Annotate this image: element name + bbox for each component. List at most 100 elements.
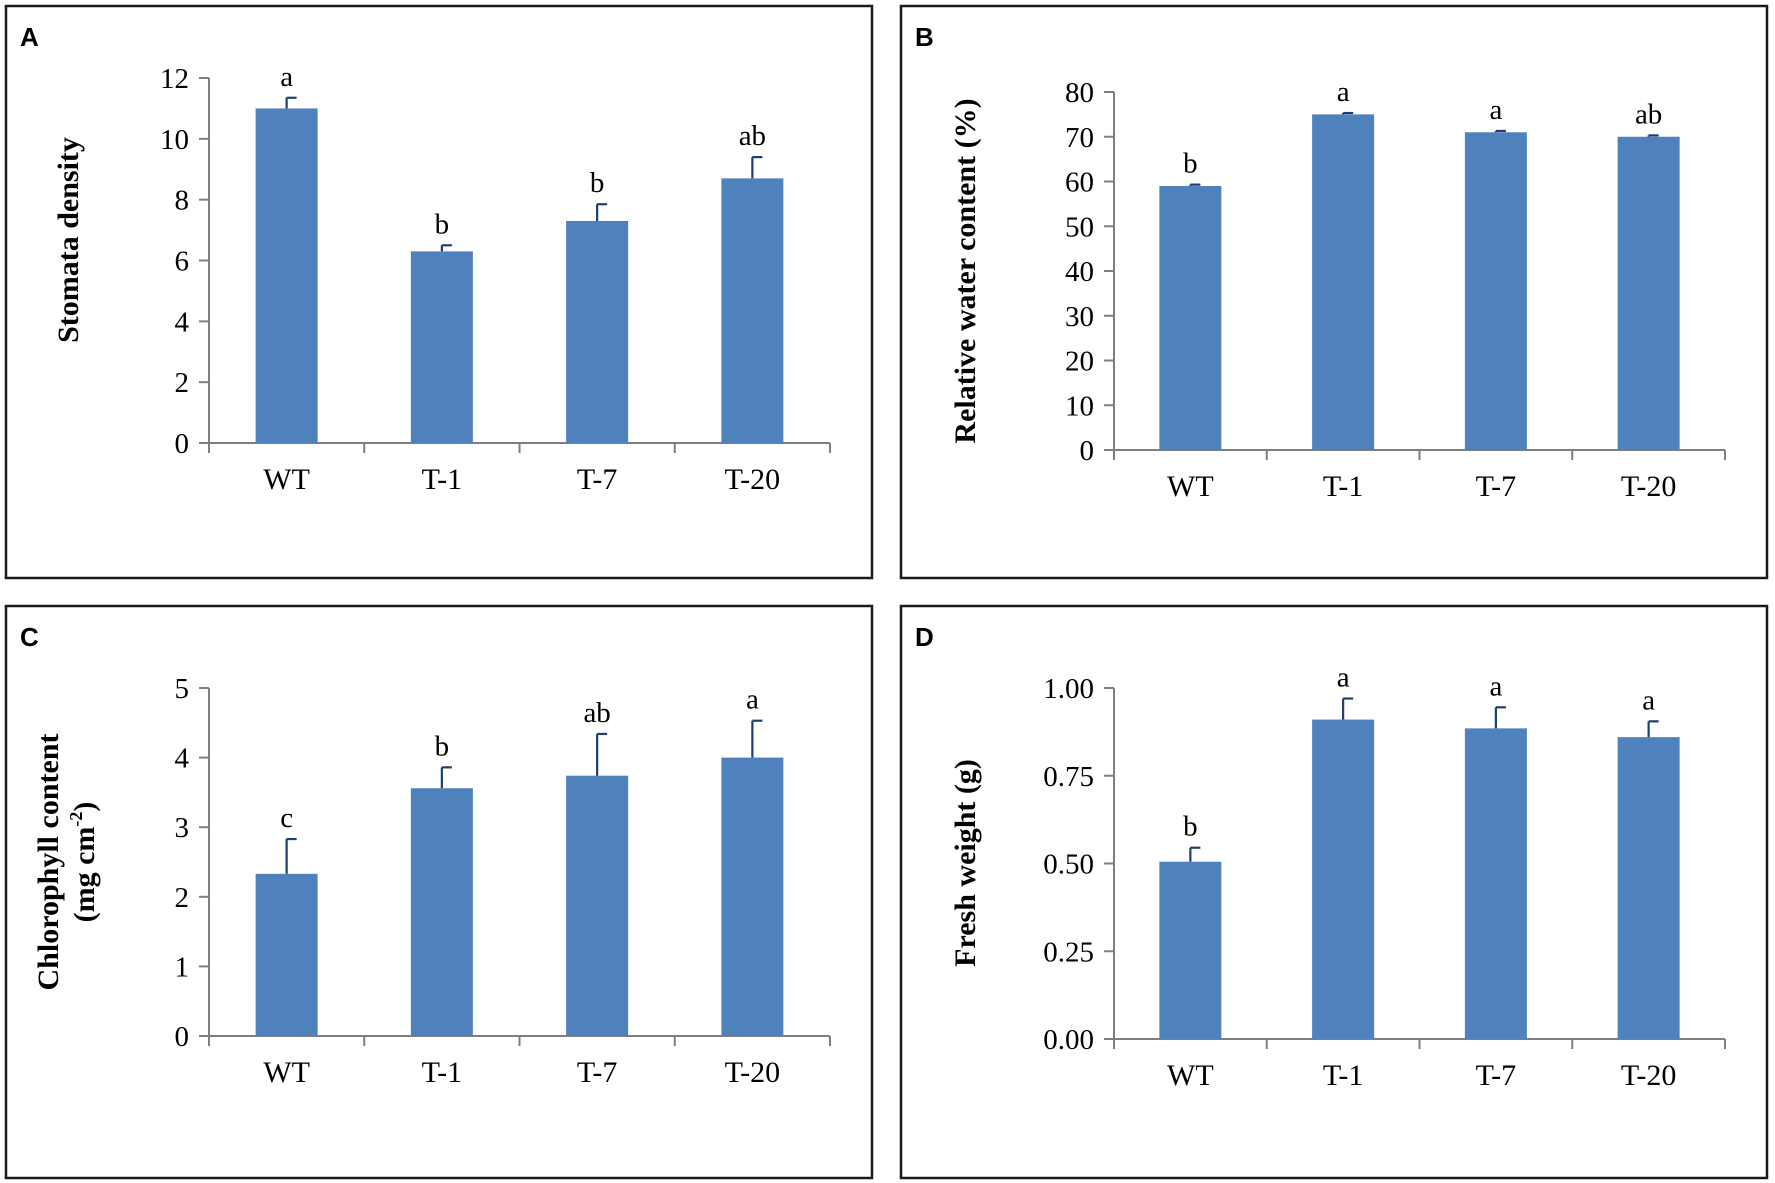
significance-label-b: a: [1489, 94, 1502, 126]
significance-label-b: a: [1337, 76, 1350, 108]
y-tick-label-b: 50: [1065, 211, 1094, 243]
significance-label-a: a: [280, 61, 293, 93]
y-tick-label-a: 2: [175, 367, 190, 399]
category-label-b: T-7: [1476, 470, 1517, 503]
y-tick-label-a: 4: [175, 306, 190, 338]
significance-label-c: a: [746, 684, 759, 716]
panel-b: B 0 10 20 30 40 50 60 70 80 b WT a T-1 a T-7 ab T-20 Relat…: [895, 0, 1775, 583]
significance-label-a: ab: [739, 120, 766, 152]
panel-letter-d: D: [915, 622, 934, 652]
bar-b-wt[interactable]: [1159, 185, 1222, 450]
bar-c-t-1[interactable]: [410, 788, 473, 1036]
y-tick-label-d: 0.50: [1043, 849, 1094, 881]
category-label-d: T-1: [1323, 1059, 1364, 1092]
category-label-c: T-7: [577, 1056, 618, 1089]
y-axis-title-text-d: Fresh weight (g): [949, 759, 982, 967]
significance-label-b: b: [1183, 148, 1198, 180]
bar-d-t-1[interactable]: [1312, 719, 1375, 1039]
panel-d: D 0.00 0.25 0.50 0.75 1.00 b WT a T-1 a T-7 a T-20 Fre…: [895, 600, 1775, 1183]
bar-d-t-7[interactable]: [1464, 728, 1527, 1039]
y-axis-title-line1-c: Chlorophyll content: [32, 734, 65, 991]
chart-c: C 0 1 2 3 4 5 c WT b T-1 ab T-7 a T-20 Chlorophyll cont…: [4, 604, 874, 1180]
bar-d-t-20[interactable]: [1617, 737, 1680, 1039]
y-axis-title-d: Fresh weight (g): [949, 759, 982, 967]
panel-letter-a: A: [20, 22, 39, 52]
panel-frame-a: [4, 4, 874, 580]
panel-frame-b: [899, 4, 1769, 580]
y-tick-label-c: 3: [175, 812, 190, 844]
panel-a: A 0 2 4 6 8 10 12 a WT b T-1 b T-7 ab T-20 Stomata densi…: [0, 0, 880, 583]
y-tick-label-a: 12: [160, 63, 189, 95]
y-tick-label-c: 2: [175, 882, 190, 914]
bar-c-wt[interactable]: [255, 873, 318, 1036]
chart-a: A 0 2 4 6 8 10 12 a WT b T-1 b T-7 ab T-20 Stomata densi…: [4, 4, 874, 580]
significance-label-c: c: [280, 802, 293, 834]
y-tick-label-d: 0.00: [1043, 1024, 1094, 1056]
significance-label-b: ab: [1635, 98, 1662, 130]
category-label-c: T-20: [725, 1056, 781, 1089]
y-tick-label-a: 0: [175, 428, 190, 460]
significance-label-d: b: [1183, 811, 1198, 843]
category-label-d: T-7: [1476, 1059, 1517, 1092]
y-axis-title-text-a: Stomata density: [52, 137, 85, 343]
significance-label-d: a: [1489, 670, 1502, 702]
significance-label-d: a: [1642, 684, 1655, 716]
category-label-b: T-1: [1323, 470, 1364, 503]
category-label-a: T-20: [725, 463, 781, 496]
y-tick-label-b: 30: [1065, 301, 1094, 333]
significance-label-c: b: [435, 730, 450, 762]
category-label-c: T-1: [422, 1056, 463, 1089]
chart-b: B 0 10 20 30 40 50 60 70 80 b WT a T-1 a T-7 ab T-20 Relat…: [899, 4, 1769, 580]
category-label-a: T-1: [422, 463, 463, 496]
y-tick-label-a: 8: [175, 185, 190, 217]
category-label-b: WT: [1167, 470, 1214, 503]
category-label-b: T-20: [1621, 470, 1677, 503]
category-label-d: T-20: [1621, 1059, 1677, 1092]
y-tick-label-b: 60: [1065, 167, 1094, 199]
bar-c-t-7[interactable]: [566, 775, 629, 1036]
y-tick-label-b: 70: [1065, 122, 1094, 154]
y-axis-title-c: Chlorophyll content (mg cm-2): [32, 734, 101, 991]
y-axis-title-a: Stomata density: [52, 137, 85, 343]
bar-a-t-20[interactable]: [721, 178, 784, 443]
panel-c: C 0 1 2 3 4 5 c WT b T-1 ab T-7 a T-20 Chlorophyll cont…: [0, 600, 880, 1183]
bar-a-t-7[interactable]: [566, 220, 629, 443]
y-tick-label-b: 80: [1065, 77, 1094, 109]
y-tick-label-c: 5: [175, 673, 190, 705]
y-tick-label-d: 0.75: [1043, 761, 1094, 793]
bar-a-t-1[interactable]: [410, 251, 473, 443]
category-label-d: WT: [1167, 1059, 1214, 1092]
category-label-c: WT: [263, 1056, 310, 1089]
bar-b-t-1[interactable]: [1312, 114, 1375, 450]
panel-frame-c: [4, 604, 874, 1180]
y-tick-label-b: 0: [1080, 435, 1095, 467]
bar-b-t-20[interactable]: [1617, 136, 1680, 450]
bar-a-wt[interactable]: [255, 108, 318, 444]
y-tick-label-c: 4: [175, 743, 190, 775]
panel-letter-b: B: [915, 22, 934, 52]
y-tick-label-b: 10: [1065, 390, 1094, 422]
y-tick-label-b: 40: [1065, 256, 1094, 288]
bar-d-wt[interactable]: [1159, 861, 1222, 1039]
significance-label-c: ab: [583, 697, 610, 729]
y-tick-label-d: 1.00: [1043, 673, 1094, 705]
y-tick-label-b: 20: [1065, 346, 1094, 378]
significance-label-a: b: [590, 167, 605, 199]
bar-c-t-20[interactable]: [721, 757, 784, 1036]
y-axis-title-b: Relative water content (%): [949, 98, 982, 443]
category-label-a: WT: [263, 463, 310, 496]
y-tick-label-c: 1: [175, 951, 190, 983]
category-label-a: T-7: [577, 463, 618, 496]
panel-frame-d: [899, 604, 1769, 1180]
y-tick-label-d: 0.25: [1043, 936, 1094, 968]
significance-label-d: a: [1337, 662, 1350, 694]
significance-label-a: b: [435, 208, 450, 240]
y-tick-label-c: 0: [175, 1021, 190, 1053]
chart-d: D 0.00 0.25 0.50 0.75 1.00 b WT a T-1 a T-7 a T-20 Fre…: [899, 604, 1769, 1180]
y-tick-label-a: 6: [175, 246, 190, 278]
bar-b-t-7[interactable]: [1464, 132, 1527, 450]
y-axis-title-line2-c: (mg cm-2): [66, 802, 101, 923]
panel-letter-c: C: [20, 622, 39, 652]
y-axis-title-text-b: Relative water content (%): [949, 98, 982, 443]
y-tick-label-a: 10: [160, 124, 189, 156]
